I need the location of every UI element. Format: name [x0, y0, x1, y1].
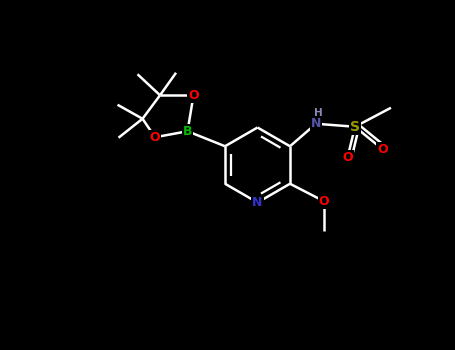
Text: B: B	[183, 125, 192, 138]
Text: N: N	[311, 117, 321, 130]
Text: O: O	[318, 195, 329, 208]
Text: S: S	[350, 120, 360, 134]
Text: O: O	[150, 131, 160, 144]
Text: N: N	[253, 196, 263, 209]
Text: O: O	[188, 89, 199, 102]
Text: H: H	[313, 108, 322, 118]
Text: O: O	[377, 143, 388, 156]
Text: O: O	[342, 151, 353, 164]
